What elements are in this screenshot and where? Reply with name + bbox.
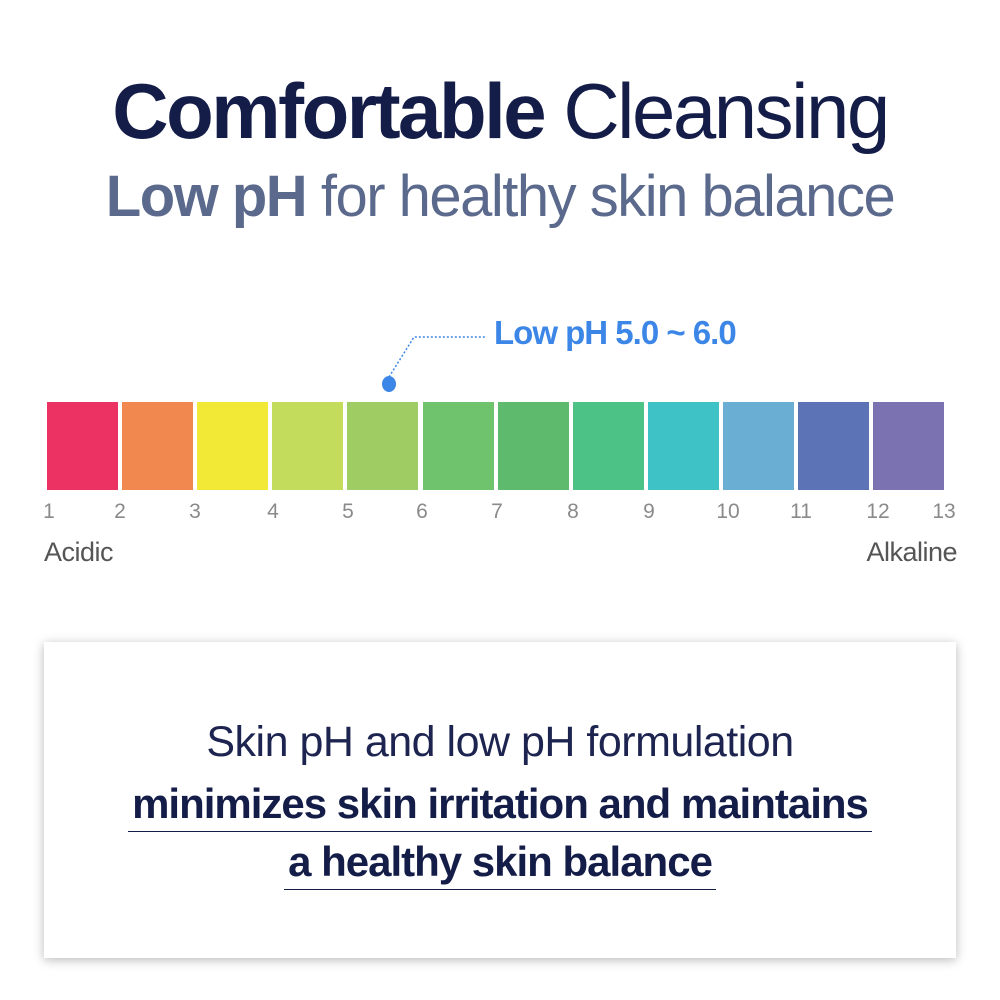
ph-tick-label: 9 — [643, 500, 655, 523]
card-line-2: minimizes skin irritation and maintains — [44, 780, 956, 832]
ph-block-9 — [647, 402, 719, 490]
subheadline: Low pH for healthy skin balance — [0, 168, 1000, 226]
ph-block-1 — [47, 402, 118, 490]
ph-tick-label: 7 — [491, 500, 503, 523]
ph-block-8 — [572, 402, 644, 490]
headline-bold: Comfortable — [112, 67, 546, 155]
ph-block-11 — [798, 402, 869, 490]
subheadline-bold: Low pH — [105, 164, 308, 229]
ph-tick-label: 12 — [866, 500, 890, 523]
ph-tick-label: 13 — [932, 500, 956, 523]
ph-callout-label: Low pH 5.0 ~ 6.0 — [494, 314, 737, 351]
headline: Comfortable Cleansing — [0, 72, 1000, 150]
ph-tick-label: 10 — [716, 500, 740, 523]
card-line-3: a healthy skin balance — [44, 838, 956, 890]
headline-light: Cleansing — [563, 67, 890, 155]
ph-block-7 — [497, 402, 569, 490]
ph-tick-label: 2 — [114, 500, 126, 523]
alkaline-label: Alkaline — [866, 537, 957, 567]
ph-block-6 — [422, 402, 494, 490]
card-line-3-text: a healthy skin balance — [284, 838, 716, 890]
subheadline-light: for healthy skin balance — [320, 164, 896, 229]
ph-block-10 — [722, 402, 794, 490]
ph-block-3 — [197, 402, 269, 490]
ph-marker-dot — [382, 376, 396, 392]
ph-tick-label: 5 — [342, 500, 354, 523]
ph-tick-label: 6 — [416, 500, 428, 523]
ph-block-2 — [122, 402, 194, 490]
ph-tick-label: 3 — [189, 500, 201, 523]
ph-tick-label: 8 — [567, 500, 579, 523]
acidic-label: Acidic — [44, 537, 114, 567]
card-line-1: Skin pH and low pH formulation — [206, 718, 794, 766]
info-card: Skin pH and low pH formulation minimizes… — [44, 642, 956, 958]
ph-block-12 — [873, 402, 945, 490]
ph-tick-label: 4 — [267, 500, 279, 523]
ph-block-4 — [272, 402, 344, 490]
card-line-2-text: minimizes skin irritation and maintains — [128, 780, 872, 832]
ph-block-5 — [347, 402, 419, 490]
ph-tick-label: 11 — [790, 500, 812, 523]
ph-tick-label: 1 — [43, 500, 55, 523]
